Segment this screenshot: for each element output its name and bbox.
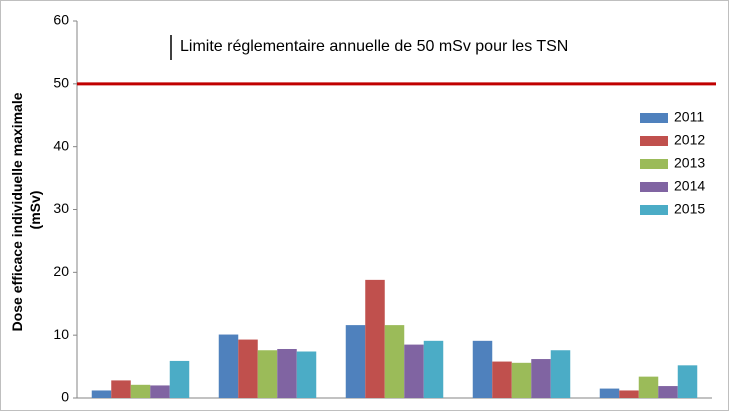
y-tick-label: 0	[61, 389, 69, 405]
y-tick-label: 10	[53, 326, 69, 342]
legend-label: 2012	[674, 132, 705, 148]
legend-swatch	[640, 136, 668, 146]
bar	[511, 362, 532, 398]
y-tick-label: 60	[53, 12, 69, 28]
bar	[384, 325, 405, 398]
bar	[677, 365, 698, 398]
bar	[599, 388, 620, 398]
bar	[111, 380, 131, 398]
y-axis-label: Dose efficace individuelle maximale (mSv…	[9, 89, 43, 332]
bar	[277, 348, 297, 398]
legend-label: 2015	[674, 201, 705, 217]
bar	[472, 340, 493, 398]
legend-swatch	[640, 205, 668, 215]
legend-swatch	[640, 113, 668, 123]
bar	[365, 279, 385, 398]
legend-swatch	[640, 182, 668, 192]
bar	[638, 376, 659, 398]
bar	[492, 361, 512, 398]
bar	[130, 384, 151, 398]
reference-label: Limite réglementaire annuelle de 50 mSv …	[180, 38, 568, 55]
bar	[658, 386, 678, 398]
bar	[550, 350, 571, 398]
y-tick-label: 20	[53, 263, 69, 279]
bar	[619, 390, 639, 398]
bar	[531, 359, 551, 398]
y-axis-label-line: (mSv)	[27, 191, 43, 230]
bar	[345, 325, 366, 398]
legend-label: 2013	[674, 155, 705, 171]
bar	[238, 339, 258, 398]
legend-label: 2014	[674, 178, 705, 194]
bar	[296, 351, 317, 398]
bar	[169, 360, 190, 398]
y-tick-label: 50	[53, 75, 69, 91]
legend-swatch	[640, 159, 668, 169]
bar	[218, 334, 239, 398]
y-tick-label: 40	[53, 137, 69, 153]
bar	[404, 344, 424, 398]
bar	[423, 340, 444, 398]
y-tick-label: 30	[53, 200, 69, 216]
legend-label: 2011	[674, 109, 704, 125]
y-axis-label-line: Dose efficace individuelle maximale	[9, 92, 25, 331]
bar	[91, 390, 112, 398]
bar	[150, 385, 170, 398]
bar	[257, 350, 278, 398]
